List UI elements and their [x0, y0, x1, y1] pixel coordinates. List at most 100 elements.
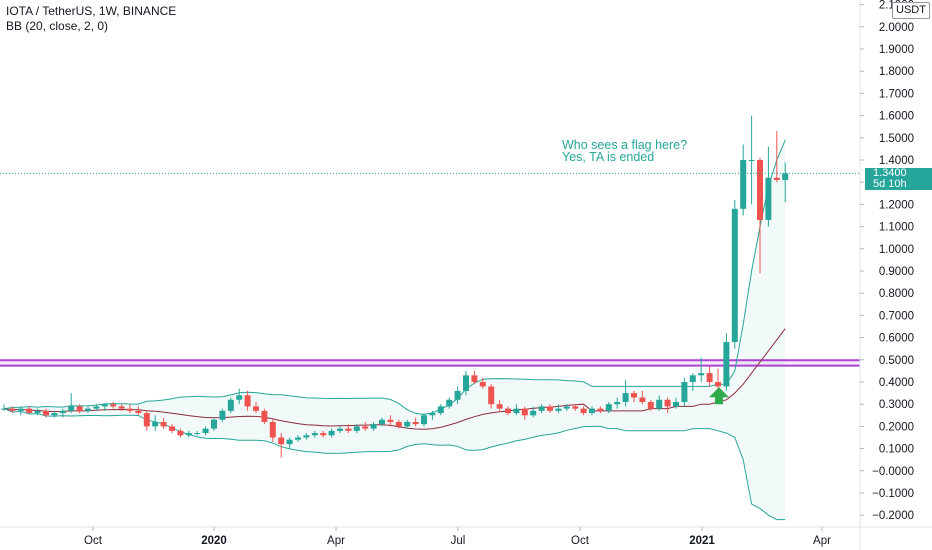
candle: [152, 415, 159, 431]
symbol-title[interactable]: IOTA / TetherUS, 1W, BINANCE: [6, 4, 177, 18]
candle: [59, 408, 66, 418]
candle-body: [446, 399, 453, 407]
candle-body: [169, 426, 175, 431]
candle-body: [563, 406, 570, 409]
candle-body: [219, 410, 226, 420]
candle-body: [395, 421, 402, 427]
candle: [387, 415, 394, 427]
candle-body: [194, 433, 201, 435]
candle-body: [647, 401, 654, 409]
support-levels: [0, 359, 860, 367]
candle: [656, 395, 663, 411]
candle-body: [547, 406, 553, 411]
candle-body: [85, 408, 91, 411]
last-price-label: 1.3400 5d 10h: [865, 168, 932, 190]
candle-body: [580, 408, 587, 414]
candle-body: [572, 406, 579, 409]
candle: [253, 401, 259, 414]
candle: [765, 146, 772, 227]
candle: [521, 406, 528, 420]
candle-body: [118, 406, 125, 409]
candle: [303, 433, 310, 440]
candle: [328, 428, 335, 438]
y-tick-label: 1.0000: [879, 244, 914, 256]
candle-body: [614, 401, 621, 405]
currency-button[interactable]: USDT: [892, 2, 930, 19]
candle-body: [135, 410, 142, 414]
candle: [51, 410, 58, 418]
candle: [379, 417, 385, 427]
candle-body: [286, 439, 293, 445]
candle: [337, 426, 343, 434]
x-tick-label: 2021: [689, 535, 715, 547]
candle: [647, 399, 654, 411]
y-tick-label: 1.2000: [879, 199, 914, 211]
candle: [563, 404, 570, 411]
candle: [110, 401, 117, 409]
chart-annotation[interactable]: Who sees a flag here? Yes, TA is ended: [562, 138, 688, 164]
candle: [345, 424, 352, 434]
candle-body: [34, 410, 41, 414]
candle: [748, 115, 755, 205]
y-tick-label: −0.0000: [872, 466, 914, 478]
candle-body: [337, 428, 343, 431]
candle-body: [17, 408, 24, 411]
candle-body: [127, 408, 133, 411]
candle-body: [639, 397, 646, 402]
candle-body: [404, 421, 411, 427]
y-tick-label: 1.4000: [879, 155, 914, 167]
candle-body: [295, 437, 301, 440]
candle-body: [681, 382, 688, 402]
candle: [278, 433, 285, 458]
candle: [320, 430, 327, 438]
candle-body: [555, 408, 562, 411]
candle-body: [622, 393, 629, 402]
candle: [311, 430, 318, 438]
candle: [370, 421, 377, 431]
candle: [236, 388, 243, 405]
candle: [639, 390, 646, 405]
candle-body: [463, 375, 469, 391]
candle-body: [530, 410, 537, 416]
candle-body: [589, 408, 595, 414]
y-tick-label: 0.8000: [879, 288, 914, 300]
candle: [135, 406, 142, 416]
candle: [244, 390, 251, 411]
candle: [9, 406, 16, 414]
candle-body: [698, 373, 705, 376]
candle-body: [236, 395, 243, 400]
candle: [773, 131, 780, 183]
candle: [160, 417, 167, 429]
price-axis[interactable]: 2.10002.00001.90001.80001.70001.60001.50…: [859, 0, 914, 550]
candle-body: [370, 424, 377, 429]
candle: [622, 379, 629, 407]
bb-band-area: [4, 140, 786, 520]
candle-body: [488, 386, 495, 405]
candle: [194, 430, 201, 436]
candle-body: [152, 421, 159, 427]
candle-body: [59, 410, 66, 414]
time-axis[interactable]: Oct 2020 Apr Jul Oct 2021 Apr: [0, 526, 932, 547]
y-tick-label: 0.5000: [879, 355, 914, 367]
candle: [177, 428, 184, 438]
candle-body: [437, 406, 444, 414]
y-tick-label: 1.9000: [879, 44, 914, 56]
candle-body: [379, 419, 385, 425]
candle: [93, 404, 100, 411]
candle-body: [261, 410, 268, 422]
candle-body: [597, 408, 604, 411]
candle: [505, 406, 511, 416]
y-tick-label: 2.0000: [879, 22, 914, 34]
candle-body: [185, 433, 192, 436]
candle-body: [454, 390, 461, 400]
candle: [463, 370, 469, 396]
candle-body: [757, 160, 763, 220]
candle-body: [731, 208, 738, 343]
candle-body: [429, 413, 436, 416]
candle: [421, 413, 427, 427]
indicator-label[interactable]: BB (20, close, 2, 0): [6, 19, 109, 33]
candle: [740, 144, 747, 216]
annotation-line-1: Who sees a flag here?: [562, 138, 688, 152]
candle: [530, 406, 537, 418]
